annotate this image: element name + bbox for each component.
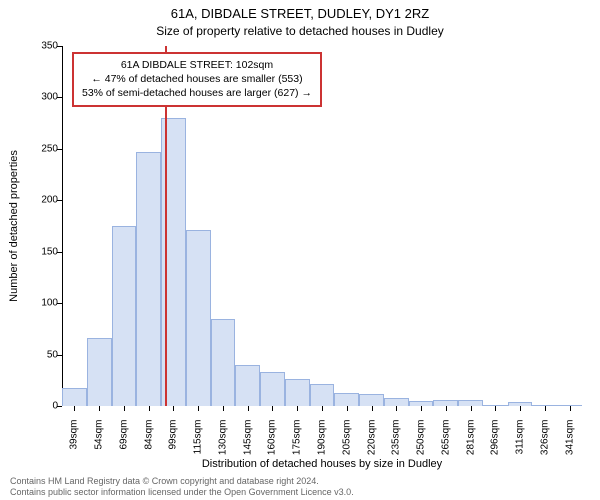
x-tick	[198, 406, 199, 411]
x-tick	[297, 406, 298, 411]
x-tick	[272, 406, 273, 411]
x-tick	[446, 406, 447, 411]
chart-subtitle: Size of property relative to detached ho…	[0, 24, 600, 38]
histogram-bar	[87, 338, 112, 406]
histogram-bar	[211, 319, 236, 406]
footer-line1: Contains HM Land Registry data © Crown c…	[10, 476, 354, 487]
x-tick	[471, 406, 472, 411]
x-tick	[124, 406, 125, 411]
y-tick-label: 100	[28, 298, 58, 309]
y-tick-label: 0	[28, 401, 58, 412]
footer-line2: Contains public sector information licen…	[10, 487, 354, 498]
histogram-bar	[260, 372, 285, 406]
x-tick	[372, 406, 373, 411]
histogram-bar	[285, 379, 310, 406]
x-tick	[248, 406, 249, 411]
histogram-bar	[186, 230, 211, 406]
histogram-bar	[310, 384, 335, 406]
x-tick	[421, 406, 422, 411]
histogram-bar	[112, 226, 137, 406]
y-tick-label: 300	[28, 92, 58, 103]
x-tick	[520, 406, 521, 411]
x-tick	[570, 406, 571, 411]
histogram-bar	[359, 394, 384, 406]
x-tick	[545, 406, 546, 411]
y-tick-label: 250	[28, 143, 58, 154]
info-line2: ← 47% of detached houses are smaller (55…	[82, 72, 312, 86]
histogram-bar	[62, 388, 87, 407]
x-tick	[495, 406, 496, 411]
x-tick	[223, 406, 224, 411]
x-tick	[74, 406, 75, 411]
chart-container: 61A, DIBDALE STREET, DUDLEY, DY1 2RZ Siz…	[0, 0, 600, 500]
x-tick	[99, 406, 100, 411]
x-tick	[173, 406, 174, 411]
x-tick	[347, 406, 348, 411]
x-tick	[149, 406, 150, 411]
info-line3: 53% of semi-detached houses are larger (…	[82, 86, 312, 100]
histogram-bar	[136, 152, 161, 406]
x-axis-label: Distribution of detached houses by size …	[62, 458, 582, 470]
info-box: 61A DIBDALE STREET: 102sqm← 47% of detac…	[72, 52, 322, 107]
y-tick-label: 50	[28, 349, 58, 360]
chart-title: 61A, DIBDALE STREET, DUDLEY, DY1 2RZ	[0, 6, 600, 21]
histogram-bar	[235, 365, 260, 406]
y-tick-label: 150	[28, 246, 58, 257]
x-tick	[396, 406, 397, 411]
histogram-bar	[384, 398, 409, 406]
y-axis-label: Number of detached properties	[8, 46, 24, 406]
footer-text: Contains HM Land Registry data © Crown c…	[10, 476, 354, 498]
y-tick-label: 350	[28, 41, 58, 52]
info-line1: 61A DIBDALE STREET: 102sqm	[82, 58, 312, 72]
x-tick	[322, 406, 323, 411]
histogram-bar	[334, 393, 359, 406]
y-tick-label: 200	[28, 195, 58, 206]
y-axis-line	[62, 46, 63, 406]
